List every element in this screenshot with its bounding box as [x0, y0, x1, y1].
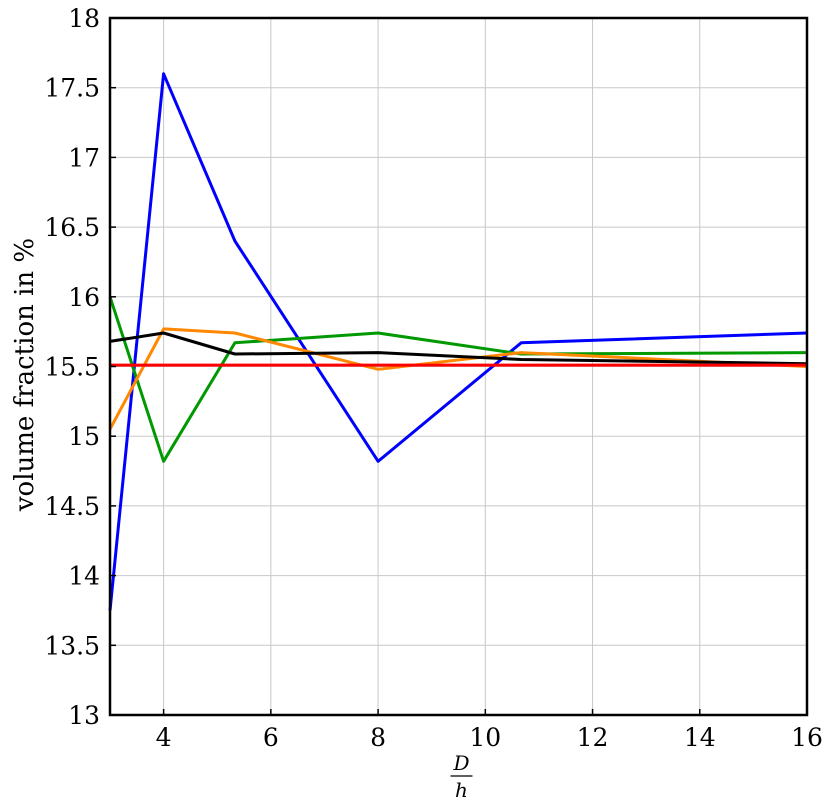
y-tick-label: 16	[68, 283, 100, 312]
x-axis-label: D h	[450, 751, 473, 802]
x-tick-label: 4	[156, 723, 172, 752]
x-tick-label: 10	[469, 723, 501, 752]
x-axis-ticks: 4 6 8 10 12 14 16	[156, 709, 823, 752]
y-axis-ticks: 13 13.5 14 14.5 15 15.5 16 16.5 17 17.5 18	[44, 4, 116, 730]
y-axis-label: volume fraction in %	[10, 238, 40, 512]
series-line-1	[108, 72, 808, 611]
y-tick-label: 17	[68, 143, 100, 172]
y-tick-label: 13	[68, 701, 100, 730]
y-tick-label: 15	[68, 422, 100, 451]
y-tick-label: 18	[68, 4, 100, 33]
y-tick-label: 14	[68, 562, 100, 591]
y-tick-label: 15.5	[44, 353, 100, 382]
x-axis-label-denominator: h	[455, 778, 468, 802]
x-tick-label: 14	[684, 723, 716, 752]
x-tick-label: 16	[791, 723, 823, 752]
series-line-3	[108, 327, 808, 430]
y-tick-label: 17.5	[44, 74, 100, 103]
x-tick-label: 12	[577, 723, 609, 752]
x-tick-label: 6	[263, 723, 279, 752]
series-lines	[108, 72, 808, 611]
x-tick-label: 8	[370, 723, 386, 752]
y-tick-label: 14.5	[44, 492, 100, 521]
y-tick-label: 13.5	[44, 631, 100, 660]
y-tick-label: 16.5	[44, 213, 100, 242]
series-line-4	[109, 331, 808, 366]
x-axis-label-numerator: D	[452, 751, 469, 775]
